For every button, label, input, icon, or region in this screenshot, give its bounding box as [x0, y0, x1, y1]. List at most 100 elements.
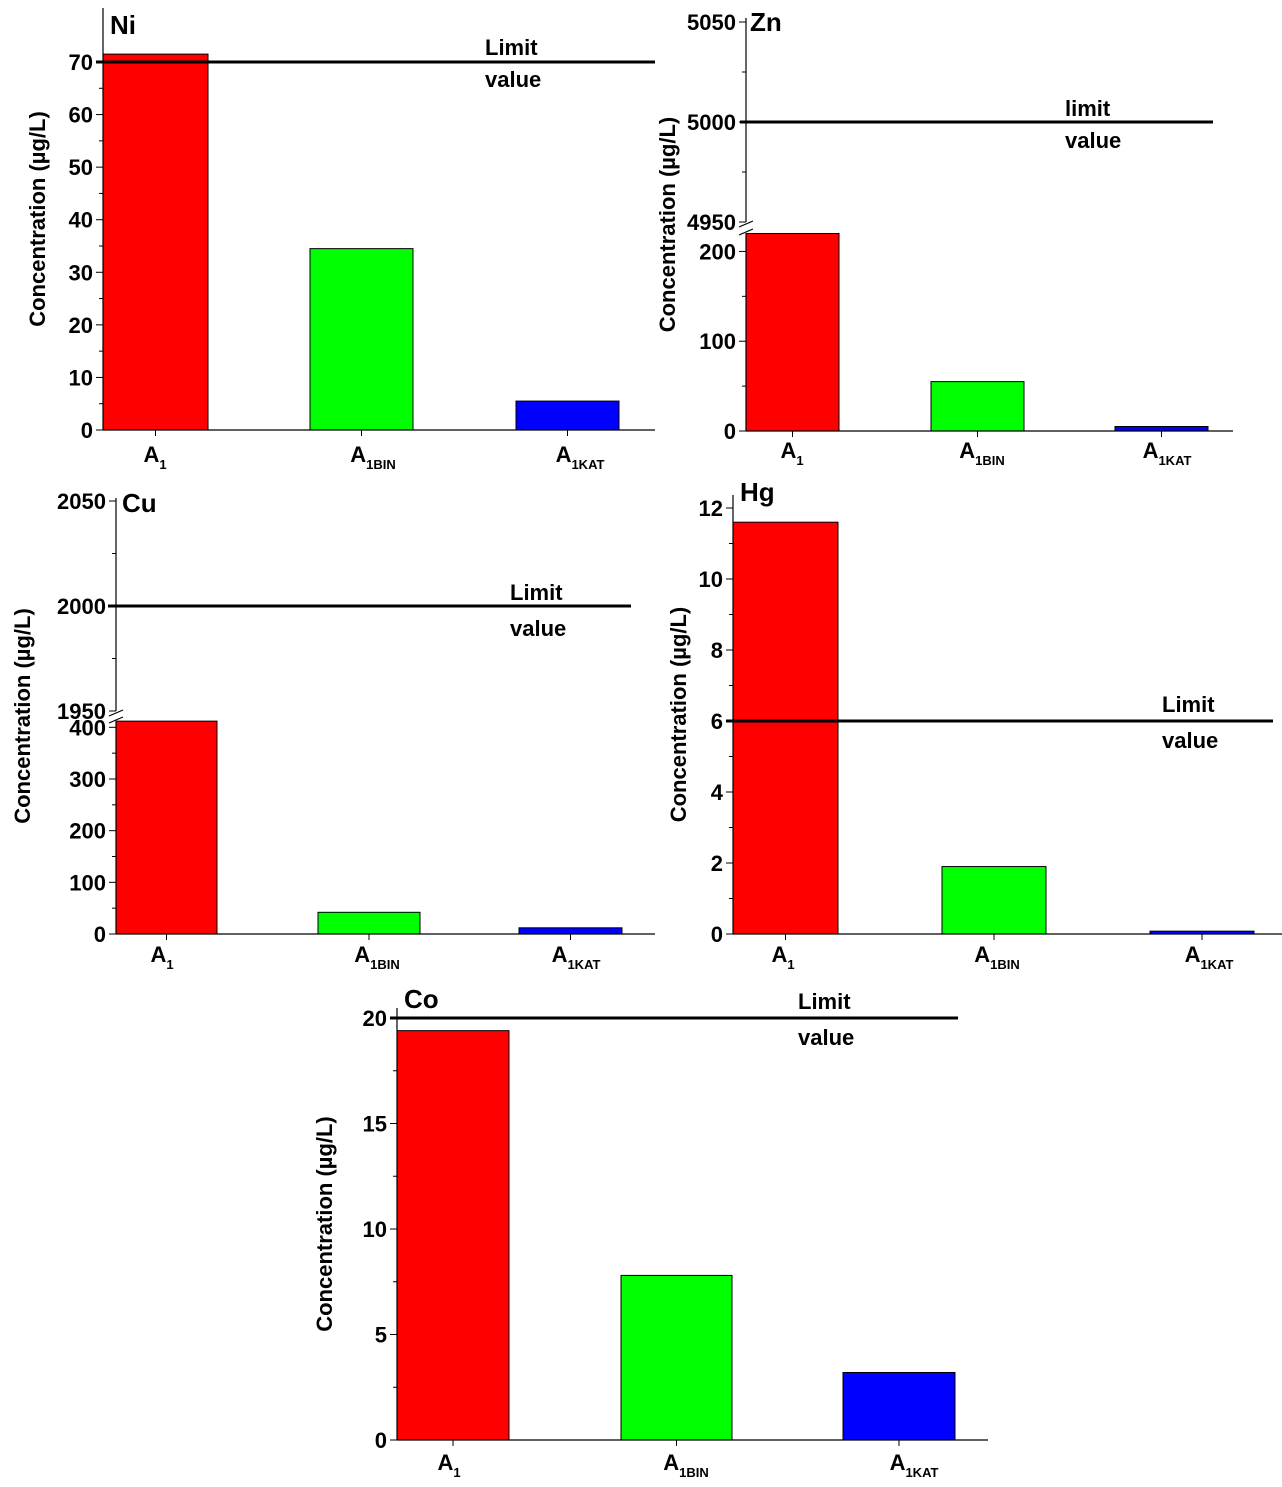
bar-hg-1: [732, 521, 839, 935]
category-main: A: [663, 1450, 679, 1475]
bar-cu-3: [518, 927, 623, 935]
y-tick-label: 70: [69, 50, 93, 75]
y-axis-title: Concentration (µg/L): [312, 1116, 337, 1332]
limit-label: limit: [1065, 96, 1111, 121]
category-label: A1KAT: [1185, 942, 1234, 972]
category-label: A1BIN: [959, 438, 1005, 468]
y-tick-label: 5050: [687, 10, 736, 35]
y-tick-label: 10: [363, 1217, 387, 1242]
category-main: A: [771, 942, 787, 967]
y-tick-label: 10: [69, 365, 93, 390]
category-subscript: 1: [166, 957, 173, 972]
y-tick-label: 0: [711, 922, 723, 947]
category-label: A1KAT: [1143, 438, 1192, 468]
y-tick-label: 100: [699, 329, 736, 354]
category-subscript: 1: [796, 453, 803, 468]
panel-title: Cu: [122, 488, 157, 518]
category-label: A1: [780, 438, 803, 468]
bar-co-2: [620, 1274, 733, 1441]
bar-co-1: [396, 1030, 510, 1441]
limit-label: value: [798, 1025, 854, 1050]
y-tick-label: 400: [69, 715, 106, 740]
category-main: A: [143, 442, 159, 467]
axis-break-mark: [108, 716, 124, 724]
y-tick-label: 0: [81, 418, 93, 443]
limit-label: value: [1065, 128, 1121, 153]
panel-co: 0 5 10 15 20 Limit value Co Concentration (µg/L)…: [312, 984, 988, 1480]
category-main: A: [890, 1450, 906, 1475]
y-tick-label: 6: [711, 709, 723, 734]
y-axis-title: Concentration (µg/L): [666, 607, 691, 823]
category-main: A: [780, 438, 796, 463]
y-tick-label: 50: [69, 155, 93, 180]
category-main: A: [437, 1450, 453, 1475]
category-label: A1: [150, 942, 173, 972]
category-main: A: [1185, 942, 1201, 967]
category-subscript: 1BIN: [990, 957, 1020, 972]
category-subscript: 1BIN: [366, 457, 396, 472]
y-tick-label: 12: [699, 496, 723, 521]
y-tick-label: 4950: [687, 210, 736, 235]
y-tick-label: 60: [69, 103, 93, 128]
bar-hg-2: [941, 866, 1047, 935]
category-subscript: 1: [787, 957, 794, 972]
category-subscript: 1KAT: [1200, 957, 1233, 972]
category-subscript: 1: [453, 1465, 460, 1480]
panel-title: Co: [404, 984, 439, 1014]
limit-label: Limit: [485, 35, 538, 60]
y-axis-title: Concentration (µg/L): [10, 608, 35, 824]
limit-label: Limit: [1162, 692, 1215, 717]
bar-ni-3: [515, 400, 620, 431]
y-tick-label: 5000: [687, 110, 736, 135]
bar-zn-2: [930, 381, 1025, 432]
y-tick-label: 1950: [57, 699, 106, 724]
y-tick-label: 10: [699, 567, 723, 592]
bar-zn-3: [1114, 426, 1209, 432]
panel-zn: 0 100 200 4950 5000 5050 limit value Zn Concentra…: [655, 7, 1233, 468]
y-tick-label: 0: [94, 922, 106, 947]
category-subscript: 1KAT: [571, 457, 604, 472]
panel-title: Ni: [110, 10, 136, 40]
category-label: A1KAT: [556, 442, 605, 472]
bar-ni-2: [309, 248, 414, 431]
category-label: A1: [437, 1450, 460, 1480]
category-main: A: [959, 438, 975, 463]
category-label: A1BIN: [663, 1450, 709, 1480]
category-subscript: 1BIN: [679, 1465, 709, 1480]
category-subscript: 1KAT: [567, 957, 600, 972]
y-tick-label: 20: [69, 313, 93, 338]
category-main: A: [354, 942, 370, 967]
axis-break-mark: [738, 220, 754, 228]
category-label: A1: [771, 942, 794, 972]
y-tick-label: 15: [363, 1112, 387, 1137]
limit-label: Limit: [510, 580, 563, 605]
bar-cu-2: [317, 911, 421, 935]
y-tick-label: 0: [724, 419, 736, 444]
y-tick-label: 40: [69, 208, 93, 233]
axis-break-mark: [738, 228, 754, 236]
limit-label: value: [485, 67, 541, 92]
limit-label: value: [1162, 728, 1218, 753]
y-tick-label: 8: [711, 638, 723, 663]
y-tick-label: 200: [699, 239, 736, 264]
category-main: A: [556, 442, 572, 467]
bar-zn-1: [745, 232, 840, 432]
y-tick-label: 300: [69, 767, 106, 792]
y-tick-label: 200: [69, 819, 106, 844]
y-tick-label: 2000: [57, 594, 106, 619]
category-main: A: [150, 942, 166, 967]
limit-label: value: [510, 616, 566, 641]
bar-ni-1: [102, 53, 209, 431]
category-label: A1BIN: [350, 442, 396, 472]
category-main: A: [974, 942, 990, 967]
category-label: A1KAT: [890, 1450, 939, 1480]
panel-title: Zn: [750, 7, 782, 37]
y-tick-label: 5: [375, 1323, 387, 1348]
category-subscript: 1BIN: [975, 453, 1005, 468]
category-main: A: [552, 942, 568, 967]
category-main: A: [1143, 438, 1159, 463]
axis-break-mark: [108, 709, 124, 717]
y-tick-label: 20: [363, 1006, 387, 1031]
